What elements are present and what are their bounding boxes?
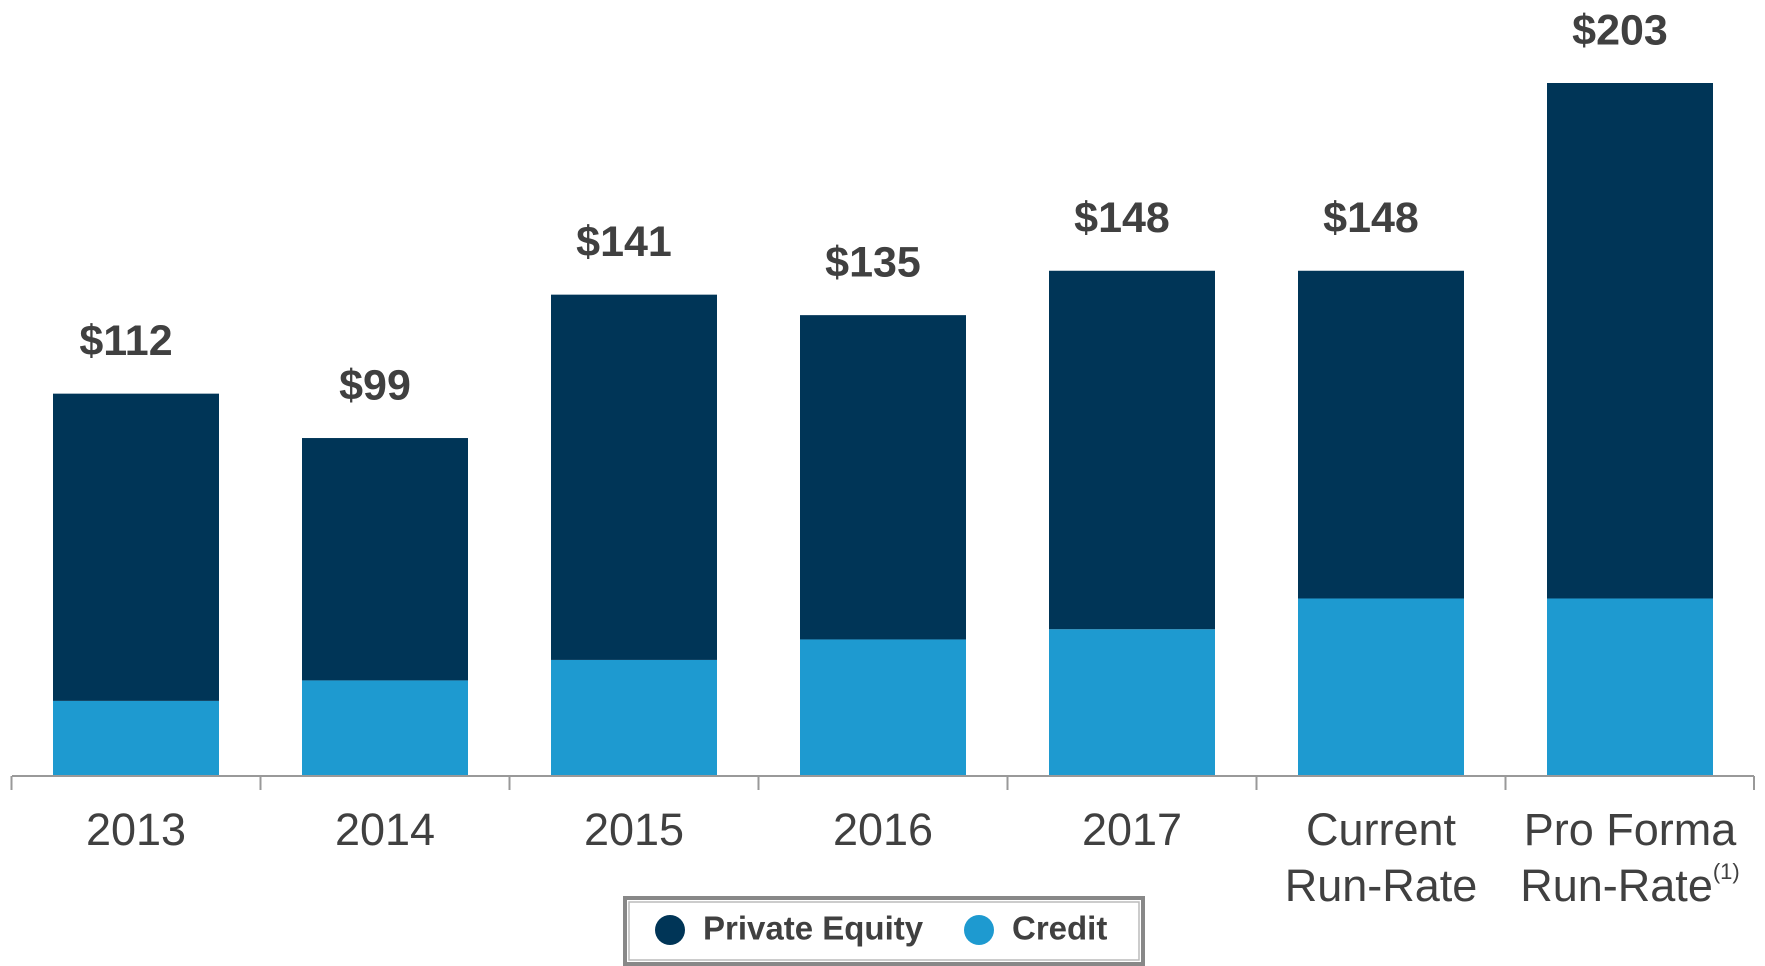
bar-segment (800, 639, 966, 776)
total-label: $112 (79, 317, 172, 365)
legend-label: Private Equity (703, 910, 924, 947)
bar-segment (1547, 598, 1713, 776)
total-label: $99 (339, 361, 411, 409)
x-tick-line: 2015 (584, 804, 684, 855)
legend-swatch (655, 915, 685, 945)
x-tick-line: 2016 (833, 804, 933, 855)
bar-segment (1049, 629, 1215, 776)
total-label: $141 (576, 218, 672, 266)
legend-box-inner (628, 901, 1140, 961)
x-tick-label: Pro Forma Run-Rate(1) (1520, 804, 1739, 911)
bar-segment (53, 700, 219, 776)
legend-box (623, 896, 1145, 966)
x-tick-label: 2013 (86, 804, 186, 855)
x-tick-line: Run-Rate (1520, 860, 1713, 911)
bar-segment (800, 315, 966, 640)
bar-segment (551, 659, 717, 776)
x-tick-line: Pro Forma (1524, 804, 1738, 855)
x-tick-label: 2017 (1082, 804, 1182, 855)
x-tick-label: 2014 (335, 804, 435, 855)
bar-segment (302, 680, 468, 776)
total-label: $203 (1572, 6, 1668, 54)
x-tick-label: 2016 (833, 804, 933, 855)
total-label: $135 (825, 238, 921, 286)
footnote-marker: (1) (1713, 859, 1740, 884)
bar-segment (1547, 83, 1713, 599)
x-tick-line: Current (1306, 804, 1457, 855)
x-tick-line: Run-Rate (1285, 860, 1478, 911)
bar-segment (551, 294, 717, 660)
legend-swatch (964, 915, 994, 945)
legend-label: Credit (1012, 910, 1107, 947)
bar-segment (302, 438, 468, 681)
bar-segment (1049, 270, 1215, 630)
bar-segment (1298, 270, 1464, 599)
x-tick-line: 2014 (335, 804, 435, 855)
bar-segment (53, 393, 219, 701)
x-tick-label: Current Run-Rate (1285, 804, 1478, 911)
x-tick-line: 2017 (1082, 804, 1182, 855)
total-label: $148 (1074, 194, 1170, 242)
total-label: $148 (1323, 194, 1419, 242)
x-tick-label: 2015 (584, 804, 684, 855)
x-tick-line: 2013 (86, 804, 186, 855)
bar-segment (1298, 598, 1464, 776)
